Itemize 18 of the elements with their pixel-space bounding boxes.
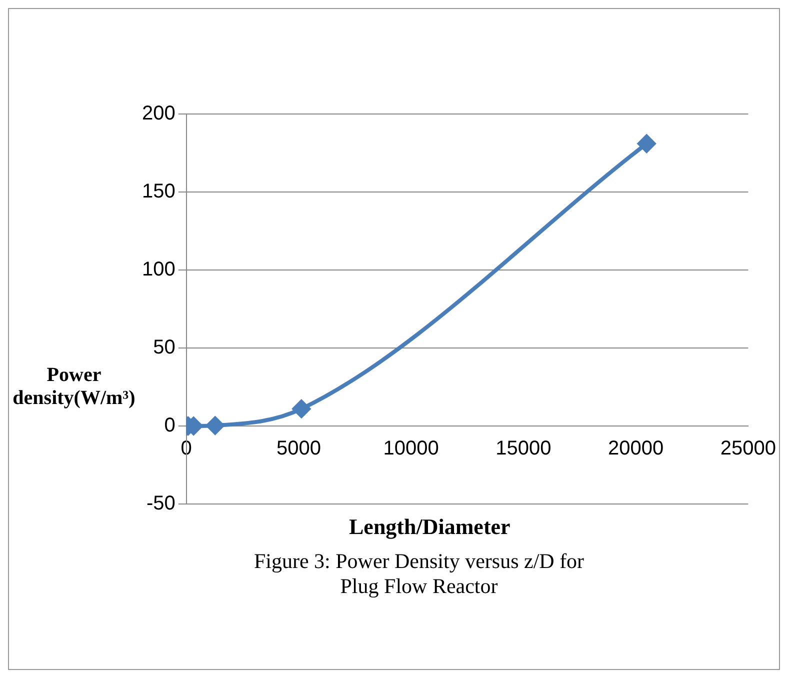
- y-tick-label: 100: [142, 258, 176, 281]
- x-tick-label: 5000: [276, 438, 321, 460]
- y-tick-label: -50: [146, 492, 176, 515]
- x-tick-label: 10000: [383, 438, 439, 460]
- y-tick-label: 150: [142, 180, 176, 203]
- y-tick-label: 50: [153, 336, 176, 359]
- y-tick-label: 200: [142, 102, 176, 125]
- x-tick-label: 20000: [608, 438, 664, 460]
- y-tick-label: 0: [164, 414, 176, 437]
- point: [638, 134, 656, 153]
- point: [186, 417, 203, 435]
- x-tick-label: 15000: [496, 438, 552, 460]
- x-tick-label: 25000: [720, 438, 776, 460]
- y-axis-title: Power density(W/m³): [12, 364, 136, 410]
- caption: Figure 3: Power Density versus z/D for Plug Flow Reactor: [252, 549, 586, 599]
- point: [292, 400, 310, 418]
- point: [206, 416, 224, 435]
- x-axis-title: Length/Diameter: [349, 514, 510, 540]
